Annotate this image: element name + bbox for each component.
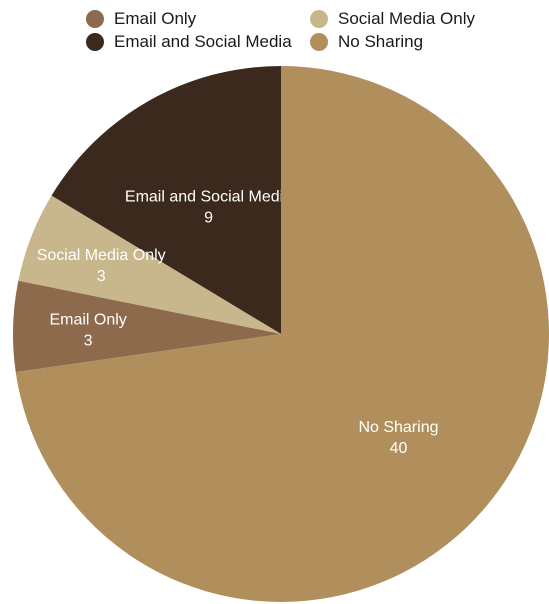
legend-item-social-media-only: Social Media Only [310, 9, 475, 29]
chart-legend: Email Only Social Media Only Email and S… [0, 0, 549, 60]
slice-label-value: 9 [204, 210, 213, 227]
legend-label-email-and-social-media: Email and Social Media [114, 32, 292, 51]
legend-swatch-no-sharing [310, 33, 328, 51]
legend-swatch-email-only [86, 10, 104, 28]
pie-slice-social-media-only [18, 195, 282, 334]
legend-item-email-and-social-media: Email and Social Media [86, 32, 292, 52]
legend-swatch-social-media-only [310, 10, 328, 28]
slice-label-social-media-only: Social Media Only 3 [37, 247, 166, 285]
slice-label-value: 40 [390, 440, 408, 457]
legend-label-social-media-only: Social Media Only [338, 9, 476, 28]
slice-label-value: 3 [97, 268, 106, 285]
pie-slice-email-and-social-media [51, 66, 281, 334]
legend-label-no-sharing: No Sharing [338, 32, 424, 51]
slice-label-name: Social Media Only [37, 247, 166, 264]
slice-label-name: Email Only [49, 311, 126, 328]
slice-label-name: No Sharing [358, 419, 438, 436]
pie-slice-email-only [12, 280, 281, 373]
slice-label-email-only: Email Only 3 [49, 311, 126, 349]
slice-label-value: 3 [84, 332, 93, 349]
legend-swatch-email-and-social-media [86, 33, 104, 51]
pie-slice-no-sharing [15, 66, 549, 602]
legend-item-email-only: Email Only [86, 9, 196, 29]
legend-item-no-sharing: No Sharing [310, 32, 423, 52]
slice-label-email-and-social-media: Email and Social Media 9 [125, 189, 292, 227]
slice-label-no-sharing: No Sharing 40 [358, 419, 438, 457]
slice-label-name: Email and Social Media [125, 189, 292, 206]
legend-label-email-only: Email Only [114, 9, 197, 28]
